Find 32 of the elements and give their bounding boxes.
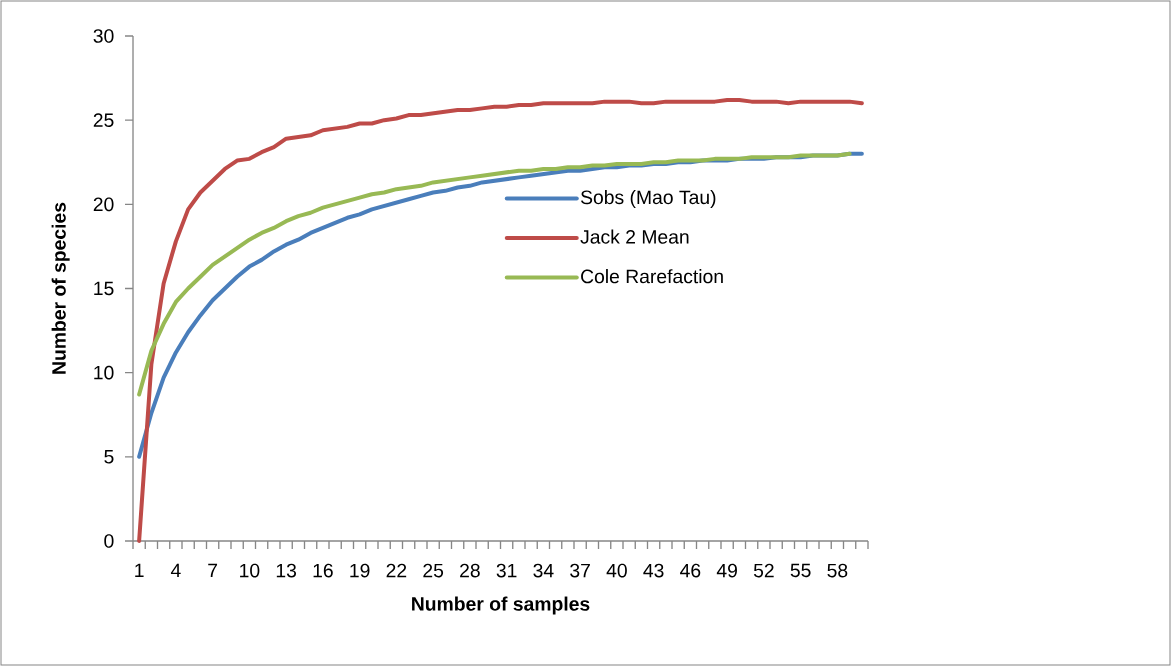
x-tick-label: 22 <box>386 563 407 578</box>
y-tick-label: 5 <box>104 450 114 464</box>
x-tick-label: 52 <box>753 563 774 578</box>
x-tick-label: 40 <box>606 563 627 578</box>
x-tick-label: 25 <box>423 563 444 578</box>
legend-label: Sobs (Mao Tau) <box>580 189 716 208</box>
x-tick-label: 43 <box>643 563 664 578</box>
y-tick-label: 20 <box>93 197 114 212</box>
x-tick-label: 7 <box>208 563 218 577</box>
legend-label: Jack 2 Mean <box>580 229 689 244</box>
x-tick-label: 4 <box>170 563 181 577</box>
x-tick-label: 13 <box>276 563 297 578</box>
x-axis-title: Number of samples <box>412 596 590 615</box>
x-tick-label: 37 <box>570 563 590 578</box>
y-tick-label: 30 <box>93 29 114 43</box>
x-tick-label: 19 <box>350 563 370 578</box>
y-tick-label: 0 <box>104 534 114 548</box>
y-axis-title: Number of species <box>51 202 70 374</box>
x-tick-label: 55 <box>790 563 811 578</box>
x-tick-label: 28 <box>460 563 480 578</box>
y-tick-label: 10 <box>94 365 114 380</box>
x-tick-label: 49 <box>716 563 737 578</box>
y-tick-label: 25 <box>93 113 114 127</box>
x-tick-label: 31 <box>496 563 517 578</box>
x-tick-label: 34 <box>533 563 554 578</box>
x-tick-label: 1 <box>135 563 144 577</box>
x-tick-label: 10 <box>240 563 260 578</box>
x-tick-label: 58 <box>827 563 848 578</box>
y-tick-label: 15 <box>94 281 114 296</box>
legend-label: Cole Rarefaction <box>581 269 723 284</box>
x-tick-label: 16 <box>313 563 333 578</box>
x-tick-label: 46 <box>680 563 701 578</box>
